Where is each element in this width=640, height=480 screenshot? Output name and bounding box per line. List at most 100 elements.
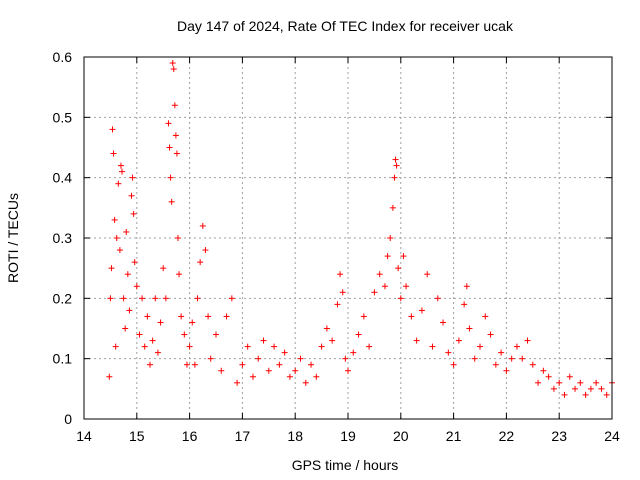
y-axis-label: ROTI / TECUs [5, 193, 21, 283]
data-point [260, 337, 267, 344]
data-point [202, 247, 209, 254]
data-point [342, 355, 349, 362]
data-point [136, 331, 143, 338]
data-point [297, 355, 304, 362]
x-tick-label: 15 [129, 428, 145, 444]
data-point [424, 271, 431, 278]
data-point [170, 66, 177, 73]
y-tick-label: 0.1 [53, 351, 73, 367]
data-point [556, 379, 563, 386]
data-point [408, 313, 415, 320]
data-point [276, 361, 283, 368]
data-point [395, 265, 402, 272]
data-point [477, 343, 483, 350]
data-point [418, 307, 425, 314]
data-point [265, 367, 272, 374]
x-tick-label: 17 [235, 428, 251, 444]
data-point [207, 355, 214, 362]
data-point [572, 385, 579, 392]
data-point [545, 373, 552, 380]
x-tick-label: 14 [76, 428, 92, 444]
data-point [603, 391, 610, 398]
data-point [445, 349, 452, 356]
data-point [116, 247, 123, 254]
data-point [129, 174, 136, 181]
x-tick-label: 21 [446, 428, 462, 444]
data-point [461, 301, 468, 308]
data-point [598, 385, 605, 392]
data-point [482, 313, 489, 320]
data-point [308, 361, 315, 368]
data-point [387, 235, 394, 241]
data-point [112, 343, 119, 350]
data-point [345, 367, 351, 374]
data-point [366, 343, 373, 350]
data-point [147, 361, 153, 368]
data-point [397, 295, 404, 302]
chart-title: Day 147 of 2024, Rate Of TEC Index for r… [177, 18, 514, 34]
data-point [168, 198, 175, 205]
data-point [255, 355, 262, 362]
data-point [400, 253, 407, 260]
data-point [174, 235, 181, 241]
data-point [392, 156, 399, 163]
data-point [561, 391, 568, 398]
data-point [194, 295, 201, 302]
data-point [169, 60, 176, 67]
data-point [131, 259, 138, 266]
y-tick-label: 0.3 [53, 230, 73, 246]
data-point [234, 379, 241, 386]
data-point [360, 313, 367, 320]
data-point [434, 295, 441, 302]
data-point [334, 301, 341, 308]
data-point [213, 331, 219, 338]
y-tick-label: 0.6 [53, 49, 73, 65]
data-point [205, 313, 212, 320]
data-point [519, 355, 526, 362]
data-point [186, 343, 193, 350]
data-point [355, 331, 362, 338]
data-point [393, 162, 400, 169]
data-point [199, 222, 206, 229]
data-point [550, 385, 557, 392]
data-point [318, 343, 325, 350]
data-point [165, 120, 172, 127]
data-point [466, 325, 473, 332]
data-point [329, 337, 336, 344]
data-point [529, 361, 536, 368]
plot-frame [83, 56, 613, 420]
data-point [455, 337, 462, 344]
data-point [108, 265, 115, 272]
data-point [337, 271, 344, 278]
y-tick-label: 0.5 [53, 109, 73, 125]
data-point [463, 283, 470, 290]
data-point [115, 180, 122, 187]
x-tick-label: 16 [182, 428, 198, 444]
data-point [487, 331, 494, 338]
data-point [181, 331, 188, 338]
data-point [178, 313, 185, 320]
data-point [218, 367, 225, 374]
data-point [171, 102, 178, 109]
data-point [376, 271, 383, 278]
data-point [123, 228, 130, 235]
data-point [167, 174, 174, 181]
data-point [371, 289, 378, 296]
data-point [152, 295, 159, 302]
data-point [492, 361, 499, 368]
data-point [249, 373, 256, 380]
data-point [271, 343, 278, 350]
data-point [313, 373, 320, 380]
data-point [126, 307, 133, 314]
data-point [471, 355, 478, 362]
data-point [149, 337, 156, 344]
data-point [389, 204, 396, 211]
data-point [172, 132, 179, 139]
data-point [183, 361, 190, 368]
data-point [503, 367, 510, 374]
data-point [566, 373, 573, 380]
x-tick-label: 18 [287, 428, 303, 444]
data-point [119, 168, 126, 175]
data-point [524, 337, 531, 344]
